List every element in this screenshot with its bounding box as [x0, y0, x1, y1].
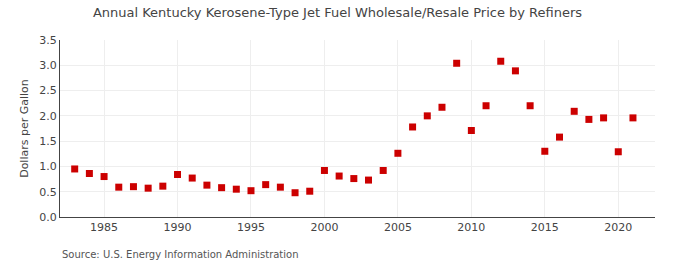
svg-text:1990: 1990 [164, 221, 192, 234]
svg-text:3.0: 3.0 [39, 59, 57, 72]
svg-text:1995: 1995 [237, 221, 265, 234]
svg-text:1.5: 1.5 [39, 135, 57, 148]
svg-text:2010: 2010 [457, 221, 485, 234]
svg-text:2.5: 2.5 [39, 84, 57, 97]
svg-text:Dollars per Gallon: Dollars per Gallon [18, 79, 31, 178]
svg-text:2000: 2000 [310, 221, 338, 234]
svg-text:2005: 2005 [384, 221, 412, 234]
svg-text:0.0: 0.0 [39, 211, 57, 224]
svg-text:2.0: 2.0 [39, 110, 57, 123]
svg-text:2020: 2020 [604, 221, 632, 234]
svg-text:2015: 2015 [531, 221, 559, 234]
svg-text:1985: 1985 [90, 221, 118, 234]
svg-text:3.5: 3.5 [39, 34, 57, 47]
svg-text:Annual Kentucky Kerosene-Type: Annual Kentucky Kerosene-Type Jet Fuel W… [93, 5, 582, 20]
svg-text:Source: U.S. Energy Informatio: Source: U.S. Energy Information Administ… [62, 249, 299, 260]
svg-text:1.0: 1.0 [39, 160, 57, 173]
svg-text:0.5: 0.5 [39, 186, 57, 199]
